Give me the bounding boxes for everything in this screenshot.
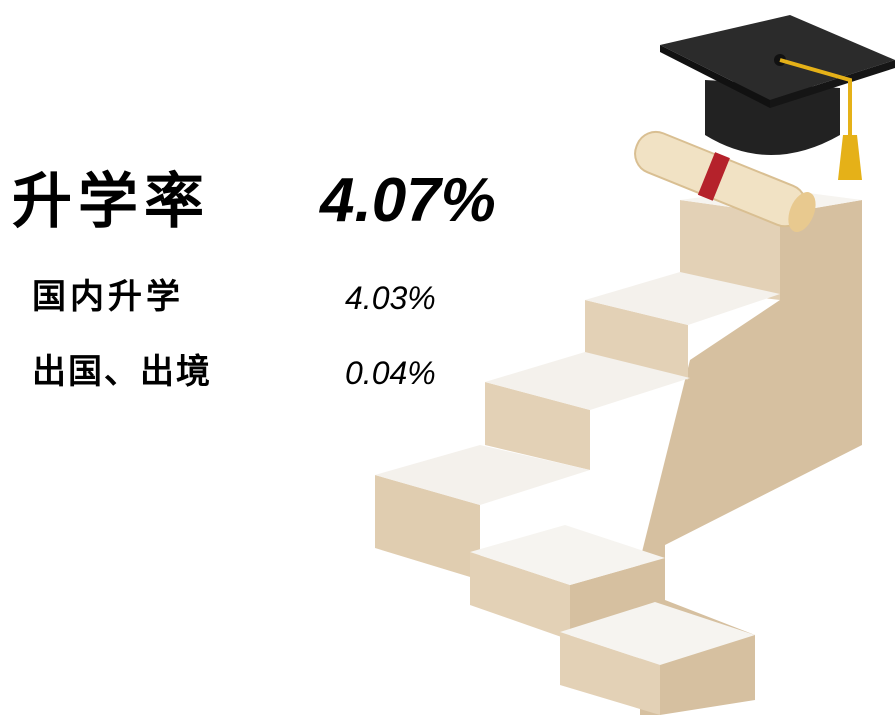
stair-top [560,602,755,665]
item-value: 4.03% [345,280,436,316]
headline-label: 升学率 [12,167,210,237]
graduation-cap [660,15,895,180]
stair-top [585,272,780,325]
item-label: 国内升学 [32,277,184,317]
stair-riser [375,475,480,580]
item-value: 0.04% [345,355,436,391]
stair-side [640,200,862,715]
stair-top [470,525,665,585]
stair-top [485,352,690,410]
item-label: 出国、出境 [32,352,212,392]
stair-riser [680,200,780,300]
stair-riser [560,632,660,715]
stair-top [375,445,590,505]
stair-riser [470,552,570,640]
diploma-scroll [634,130,816,233]
stair-riser [485,382,590,470]
headline-value: 4.07% [320,166,496,235]
stair-riser [570,558,665,630]
